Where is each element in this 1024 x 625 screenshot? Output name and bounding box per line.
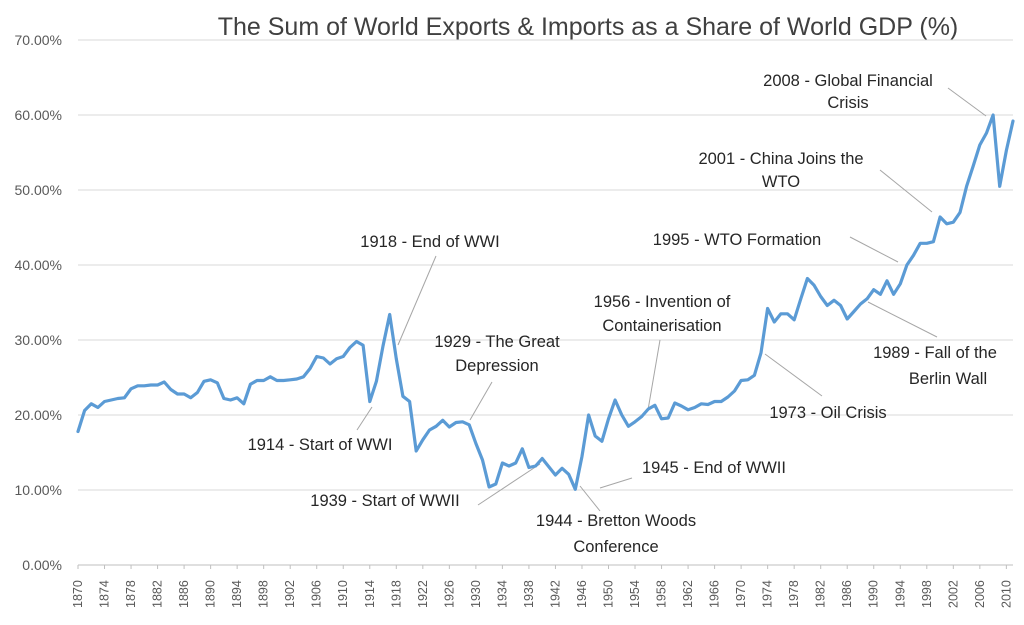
annotation-leader-line <box>947 87 987 117</box>
y-axis-tick-labels: 0.00% 10.00% 20.00% 30.00% 40.00% 50.00% 60.00… <box>15 32 62 573</box>
annotation-label: 1945 - End of WWII <box>642 459 786 477</box>
x-tick-label: 1962 <box>681 580 695 608</box>
annotation-2008: 2008 - Global Financial Crisis <box>763 72 933 112</box>
annotation-1914: 1914 - Start of WWI <box>248 436 393 454</box>
x-tick-label: 1894 <box>230 580 244 608</box>
annotation-label: 1914 - Start of WWI <box>248 436 393 454</box>
annotation-label: Depression <box>455 357 538 375</box>
y-tick-label: 40.00% <box>15 257 62 273</box>
annotation-label: Crisis <box>827 94 868 112</box>
annotation-leader-line <box>397 255 437 346</box>
x-tick-label: 2006 <box>973 580 987 608</box>
x-tick-label: 1974 <box>761 580 775 608</box>
x-tick-label: 1958 <box>655 580 669 608</box>
annotation-label: Conference <box>573 538 658 556</box>
annotation-1918: 1918 - End of WWI <box>360 233 499 251</box>
annotation-label: 1956 - Invention of <box>594 293 731 311</box>
x-tick-label: 1878 <box>124 580 138 608</box>
annotation-label: 1918 - End of WWI <box>360 233 499 251</box>
x-tick-label: 1910 <box>336 580 350 608</box>
x-tick-label: 1986 <box>840 580 854 608</box>
x-tick-label: 1886 <box>177 580 191 608</box>
annotation-leader-line <box>579 485 601 512</box>
annotation-label: 2001 - China Joins the <box>698 150 863 168</box>
annotation-leader-line <box>356 406 373 431</box>
x-tick-label: 1994 <box>893 580 907 608</box>
y-tick-label: 50.00% <box>15 182 62 198</box>
x-tick-label: 1914 <box>363 580 377 608</box>
y-tick-label: 0.00% <box>22 557 62 573</box>
annotation-1956: 1956 - Invention of Containerisation <box>594 293 731 335</box>
chart-title: The Sum of World Exports & Imports as a … <box>218 13 959 41</box>
x-tick-label: 1882 <box>151 580 165 608</box>
annotation-leader-line <box>879 169 933 213</box>
annotation-1973: 1973 - Oil Crisis <box>769 404 886 422</box>
annotation-2001: 2001 - China Joins the WTO <box>698 150 863 191</box>
x-tick-label: 1930 <box>469 580 483 608</box>
annotation-leader-line <box>477 463 541 506</box>
y-tick-label: 70.00% <box>15 32 62 48</box>
annotation-leader-line <box>599 477 633 489</box>
annotation-leader-line <box>647 339 661 411</box>
x-axis-tick-labels: 1870 1874 1878 1882 1886 1890 1894 1898 1902 1906… <box>71 565 1013 608</box>
annotation-label: 1995 - WTO Formation <box>653 231 821 249</box>
gridlines <box>78 39 1013 491</box>
annotation-1939: 1939 - Start of WWII <box>310 492 459 510</box>
x-tick-label: 1966 <box>708 580 722 608</box>
x-tick-label: 1982 <box>814 580 828 608</box>
x-tick-label: 1898 <box>257 580 271 608</box>
x-tick-label: 1934 <box>495 580 509 608</box>
annotation-label: Berlin Wall <box>909 370 987 388</box>
annotation-leader-line <box>867 301 938 338</box>
x-tick-label: 1938 <box>522 580 536 608</box>
x-tick-label: 1970 <box>734 580 748 608</box>
annotations: 2008 - Global Financial Crisis 2001 - Chin… <box>248 72 997 556</box>
series-line <box>76 113 1015 491</box>
x-tick-label: 1942 <box>548 580 562 608</box>
x-tick-label: 1906 <box>310 580 324 608</box>
y-tick-label: 60.00% <box>15 107 62 123</box>
annotation-label: 1944 - Bretton Woods <box>536 512 696 530</box>
x-tick-label: 1918 <box>389 580 403 608</box>
annotation-label: 1929 - The Great <box>434 333 560 351</box>
annotation-label: 2008 - Global Financial <box>763 72 933 90</box>
x-tick-label: 1874 <box>98 580 112 608</box>
y-tick-label: 10.00% <box>15 482 62 498</box>
annotation-label: 1973 - Oil Crisis <box>769 404 886 422</box>
x-tick-label: 1978 <box>787 580 801 608</box>
annotation-label: 1939 - Start of WWII <box>310 492 459 510</box>
annotation-label: Containerisation <box>602 317 721 335</box>
annotation-label: WTO <box>762 173 800 191</box>
annotation-label: 1989 - Fall of the <box>873 344 997 362</box>
annotation-1929: 1929 - The Great Depression <box>434 333 560 375</box>
annotation-leader-lines <box>356 87 987 512</box>
series-layer <box>76 113 1015 491</box>
annotation-1944: 1944 - Bretton Woods Conference <box>536 512 696 556</box>
x-tick-label: 1870 <box>71 580 85 608</box>
x-tick-label: 1902 <box>283 580 297 608</box>
annotation-1945: 1945 - End of WWII <box>642 459 786 477</box>
x-tick-label: 1998 <box>920 580 934 608</box>
annotation-1995: 1995 - WTO Formation <box>653 231 821 249</box>
x-tick-label: 1890 <box>204 580 218 608</box>
annotation-leader-line <box>764 353 823 397</box>
annotation-leader-line <box>849 236 899 263</box>
x-tick-label: 2010 <box>999 580 1013 608</box>
x-tick-label: 1950 <box>601 580 615 608</box>
y-tick-label: 30.00% <box>15 332 62 348</box>
x-tick-label: 1954 <box>628 580 642 608</box>
x-tick-label: 2002 <box>946 580 960 608</box>
x-tick-label: 1990 <box>867 580 881 608</box>
x-tick-label: 1946 <box>575 580 589 608</box>
x-tick-label: 1926 <box>442 580 456 608</box>
annotation-1989: 1989 - Fall of the Berlin Wall <box>873 344 997 388</box>
y-tick-label: 20.00% <box>15 407 62 423</box>
x-tick-label: 1922 <box>416 580 430 608</box>
annotation-leader-line <box>469 381 493 421</box>
